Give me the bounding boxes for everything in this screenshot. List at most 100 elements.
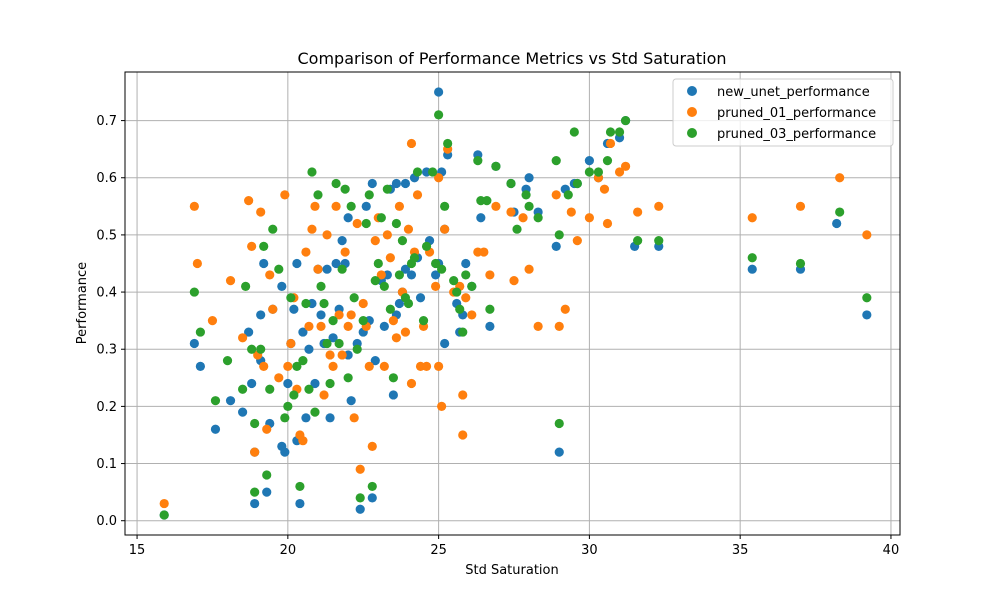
data-point — [397, 236, 408, 246]
data-point — [349, 293, 359, 303]
data-point — [524, 173, 534, 183]
data-point — [533, 321, 543, 331]
data-point — [265, 384, 275, 394]
data-point — [599, 184, 610, 194]
legend-label-pruned-01: pruned_01_performance — [717, 106, 876, 121]
data-point — [259, 241, 269, 251]
data-point — [434, 110, 444, 120]
data-point — [247, 378, 257, 389]
data-point — [747, 253, 757, 263]
data-point — [551, 155, 561, 166]
data-point — [412, 190, 423, 200]
data-point — [485, 304, 495, 314]
data-point — [367, 441, 377, 452]
data-point — [280, 413, 290, 423]
data-point — [328, 333, 338, 343]
legend-box — [672, 78, 894, 147]
data-point — [268, 304, 278, 314]
data-point — [379, 321, 389, 331]
x-tick-label: 25 — [430, 543, 447, 558]
data-point — [192, 258, 202, 269]
data-point — [259, 361, 269, 371]
x-tick-label: 15 — [129, 543, 146, 558]
data-point — [313, 264, 323, 274]
data-point — [349, 413, 359, 423]
data-point — [352, 218, 362, 229]
data-point — [304, 344, 314, 354]
data-point — [325, 378, 335, 389]
legend-label-pruned-03: pruned_03_performance — [717, 127, 876, 142]
data-point — [340, 247, 350, 257]
data-point — [346, 310, 356, 320]
data-point — [355, 464, 365, 474]
data-point — [633, 207, 643, 217]
data-point — [238, 384, 248, 394]
data-point — [343, 321, 353, 331]
data-point — [364, 361, 374, 371]
data-point — [298, 356, 308, 366]
data-point — [509, 276, 519, 286]
data-point — [189, 287, 199, 297]
data-point — [301, 413, 311, 423]
data-point — [370, 236, 380, 246]
data-point — [440, 201, 450, 211]
data-point — [862, 230, 872, 240]
data-point — [521, 190, 531, 200]
data-point — [458, 390, 468, 400]
data-point — [292, 361, 302, 371]
data-point — [614, 167, 625, 177]
data-point — [391, 218, 402, 229]
legend-marker-pruned-01 — [687, 107, 697, 117]
data-point — [355, 493, 365, 503]
data-point — [247, 344, 257, 354]
data-point — [512, 224, 522, 234]
y-tick-label: 0.2 — [96, 400, 117, 415]
data-point — [400, 264, 411, 274]
data-point — [388, 373, 398, 383]
data-point — [382, 230, 392, 240]
data-point — [554, 321, 564, 331]
data-point — [334, 338, 344, 349]
data-point — [343, 213, 353, 223]
data-point — [325, 413, 335, 423]
data-point — [370, 276, 380, 286]
data-point — [862, 310, 872, 320]
data-point — [412, 167, 423, 177]
data-point — [319, 390, 329, 400]
data-points — [159, 87, 872, 520]
y-tick-label: 0.0 — [96, 514, 117, 529]
data-point — [452, 287, 462, 297]
axis-ticks: 15 20 25 30 35 40 0.0 0.1 0.2 0.3 0.4 0.5 0.6 0.7 — [96, 114, 899, 558]
legend-marker-new-unet — [687, 86, 697, 96]
x-tick-label: 40 — [883, 543, 900, 558]
data-point — [189, 338, 199, 349]
data-point — [379, 281, 389, 291]
data-point — [280, 190, 290, 200]
data-point — [310, 201, 320, 211]
y-tick-label: 0.6 — [96, 171, 117, 186]
data-point — [461, 293, 471, 303]
data-point — [554, 230, 564, 240]
data-point — [286, 338, 296, 349]
data-point — [385, 253, 395, 263]
data-point — [280, 447, 290, 457]
data-point — [283, 361, 293, 371]
data-point — [337, 264, 347, 274]
data-point — [319, 298, 329, 309]
data-point — [358, 298, 368, 309]
data-point — [862, 293, 872, 303]
data-point — [437, 264, 447, 274]
series-pruned_03_performance — [159, 110, 872, 520]
data-point — [316, 321, 326, 331]
data-point — [400, 178, 411, 189]
data-point — [367, 493, 377, 503]
data-point — [367, 178, 377, 189]
data-point — [256, 207, 266, 217]
data-point — [431, 258, 441, 269]
data-point — [262, 487, 272, 497]
data-point — [361, 201, 371, 211]
data-point — [633, 236, 643, 246]
data-point — [427, 167, 438, 177]
data-point — [382, 184, 392, 194]
chart-title: Comparison of Performance Metrics vs Std… — [298, 49, 727, 68]
